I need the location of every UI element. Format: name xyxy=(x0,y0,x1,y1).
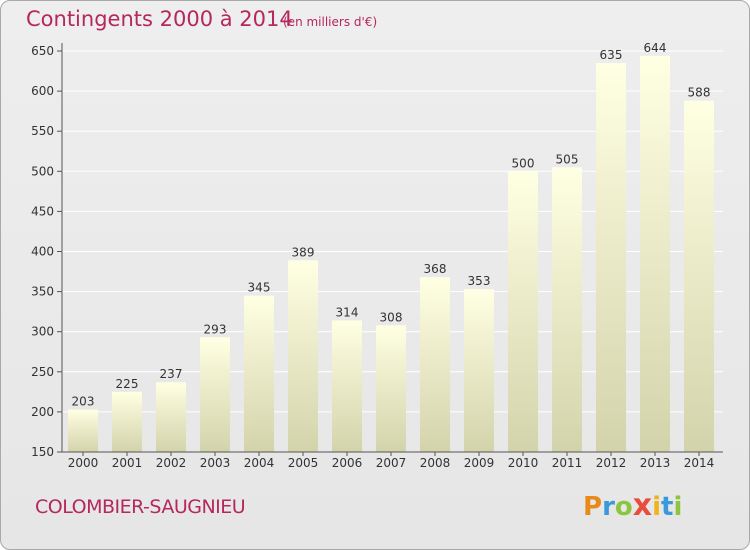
bar-value-label: 345 xyxy=(248,281,271,295)
bar-value-label: 314 xyxy=(336,305,359,319)
logo-letter: P xyxy=(583,492,603,522)
x-tick-label: 2007 xyxy=(376,456,407,470)
chart-title: Contingents 2000 à 2014 xyxy=(26,7,293,31)
x-tick-label: 2006 xyxy=(332,456,363,470)
bar xyxy=(684,100,714,452)
bar-value-label: 505 xyxy=(556,152,579,166)
axes xyxy=(57,43,723,456)
logo-letter: o xyxy=(614,492,633,522)
bar-value-label: 368 xyxy=(424,262,447,276)
bar xyxy=(68,409,98,452)
x-tick-label: 2000 xyxy=(68,456,99,470)
x-tick-label: 2010 xyxy=(508,456,539,470)
y-tick-label: 350 xyxy=(31,285,54,299)
bar xyxy=(464,289,494,452)
bar-value-label: 644 xyxy=(644,41,667,55)
x-tick-label: 2001 xyxy=(112,456,143,470)
y-tick-label: 250 xyxy=(31,365,54,379)
bar-value-label: 225 xyxy=(116,377,139,391)
bar-value-label: 635 xyxy=(600,48,623,62)
bar xyxy=(156,382,186,452)
x-tick-label: 2002 xyxy=(156,456,187,470)
proxiti-logo: Proxiti xyxy=(583,488,682,523)
bar xyxy=(288,260,318,452)
bar xyxy=(420,277,450,452)
bar xyxy=(244,295,274,452)
x-tick-label: 2005 xyxy=(288,456,319,470)
y-tick-label: 150 xyxy=(31,445,54,459)
x-tick-label: 2009 xyxy=(464,456,495,470)
bar-value-label: 308 xyxy=(380,310,403,324)
bar xyxy=(376,325,406,452)
bar xyxy=(640,55,670,452)
x-tick-label: 2013 xyxy=(640,456,671,470)
x-tick-label: 2011 xyxy=(552,456,583,470)
bar xyxy=(112,391,142,452)
y-tick-label: 500 xyxy=(31,164,54,178)
logo-letter: i xyxy=(652,492,662,522)
bar-value-label: 203 xyxy=(72,394,95,408)
y-tick-label: 650 xyxy=(31,44,54,58)
x-tick-label: 2003 xyxy=(200,456,231,470)
commune-name: COLOMBIER-SAUGNIEU xyxy=(35,496,246,518)
y-tick-label: 600 xyxy=(31,84,54,98)
x-tick-label: 2008 xyxy=(420,456,451,470)
bar-value-label: 293 xyxy=(204,322,227,336)
logo-letter: x xyxy=(632,488,653,523)
logo-letter: r xyxy=(602,492,615,522)
labels: 150 200 250 300 350 400 450 500 550 600 650 203 2000… xyxy=(31,41,714,470)
bar-value-label: 237 xyxy=(160,367,183,381)
bar-value-label: 588 xyxy=(688,86,711,100)
bars xyxy=(68,55,714,453)
chart-subtitle: (en milliers d'€) xyxy=(283,15,378,29)
bar xyxy=(508,171,538,453)
y-tick-label: 450 xyxy=(31,204,54,218)
bar-value-label: 389 xyxy=(292,245,315,259)
x-tick-label: 2014 xyxy=(684,456,715,470)
bar xyxy=(596,63,626,452)
y-tick-label: 300 xyxy=(31,325,54,339)
y-tick-label: 550 xyxy=(31,124,54,138)
bar xyxy=(200,337,230,452)
bar-value-label: 353 xyxy=(468,274,491,288)
bar-value-label: 500 xyxy=(512,156,535,170)
y-tick-label: 400 xyxy=(31,245,54,259)
logo-letter: t xyxy=(661,492,674,522)
y-tick-label: 200 xyxy=(31,405,54,419)
logo-letter: i xyxy=(673,492,683,522)
bar xyxy=(332,320,362,452)
x-tick-label: 2012 xyxy=(596,456,627,470)
x-tick-label: 2004 xyxy=(244,456,275,470)
bar xyxy=(552,167,582,453)
